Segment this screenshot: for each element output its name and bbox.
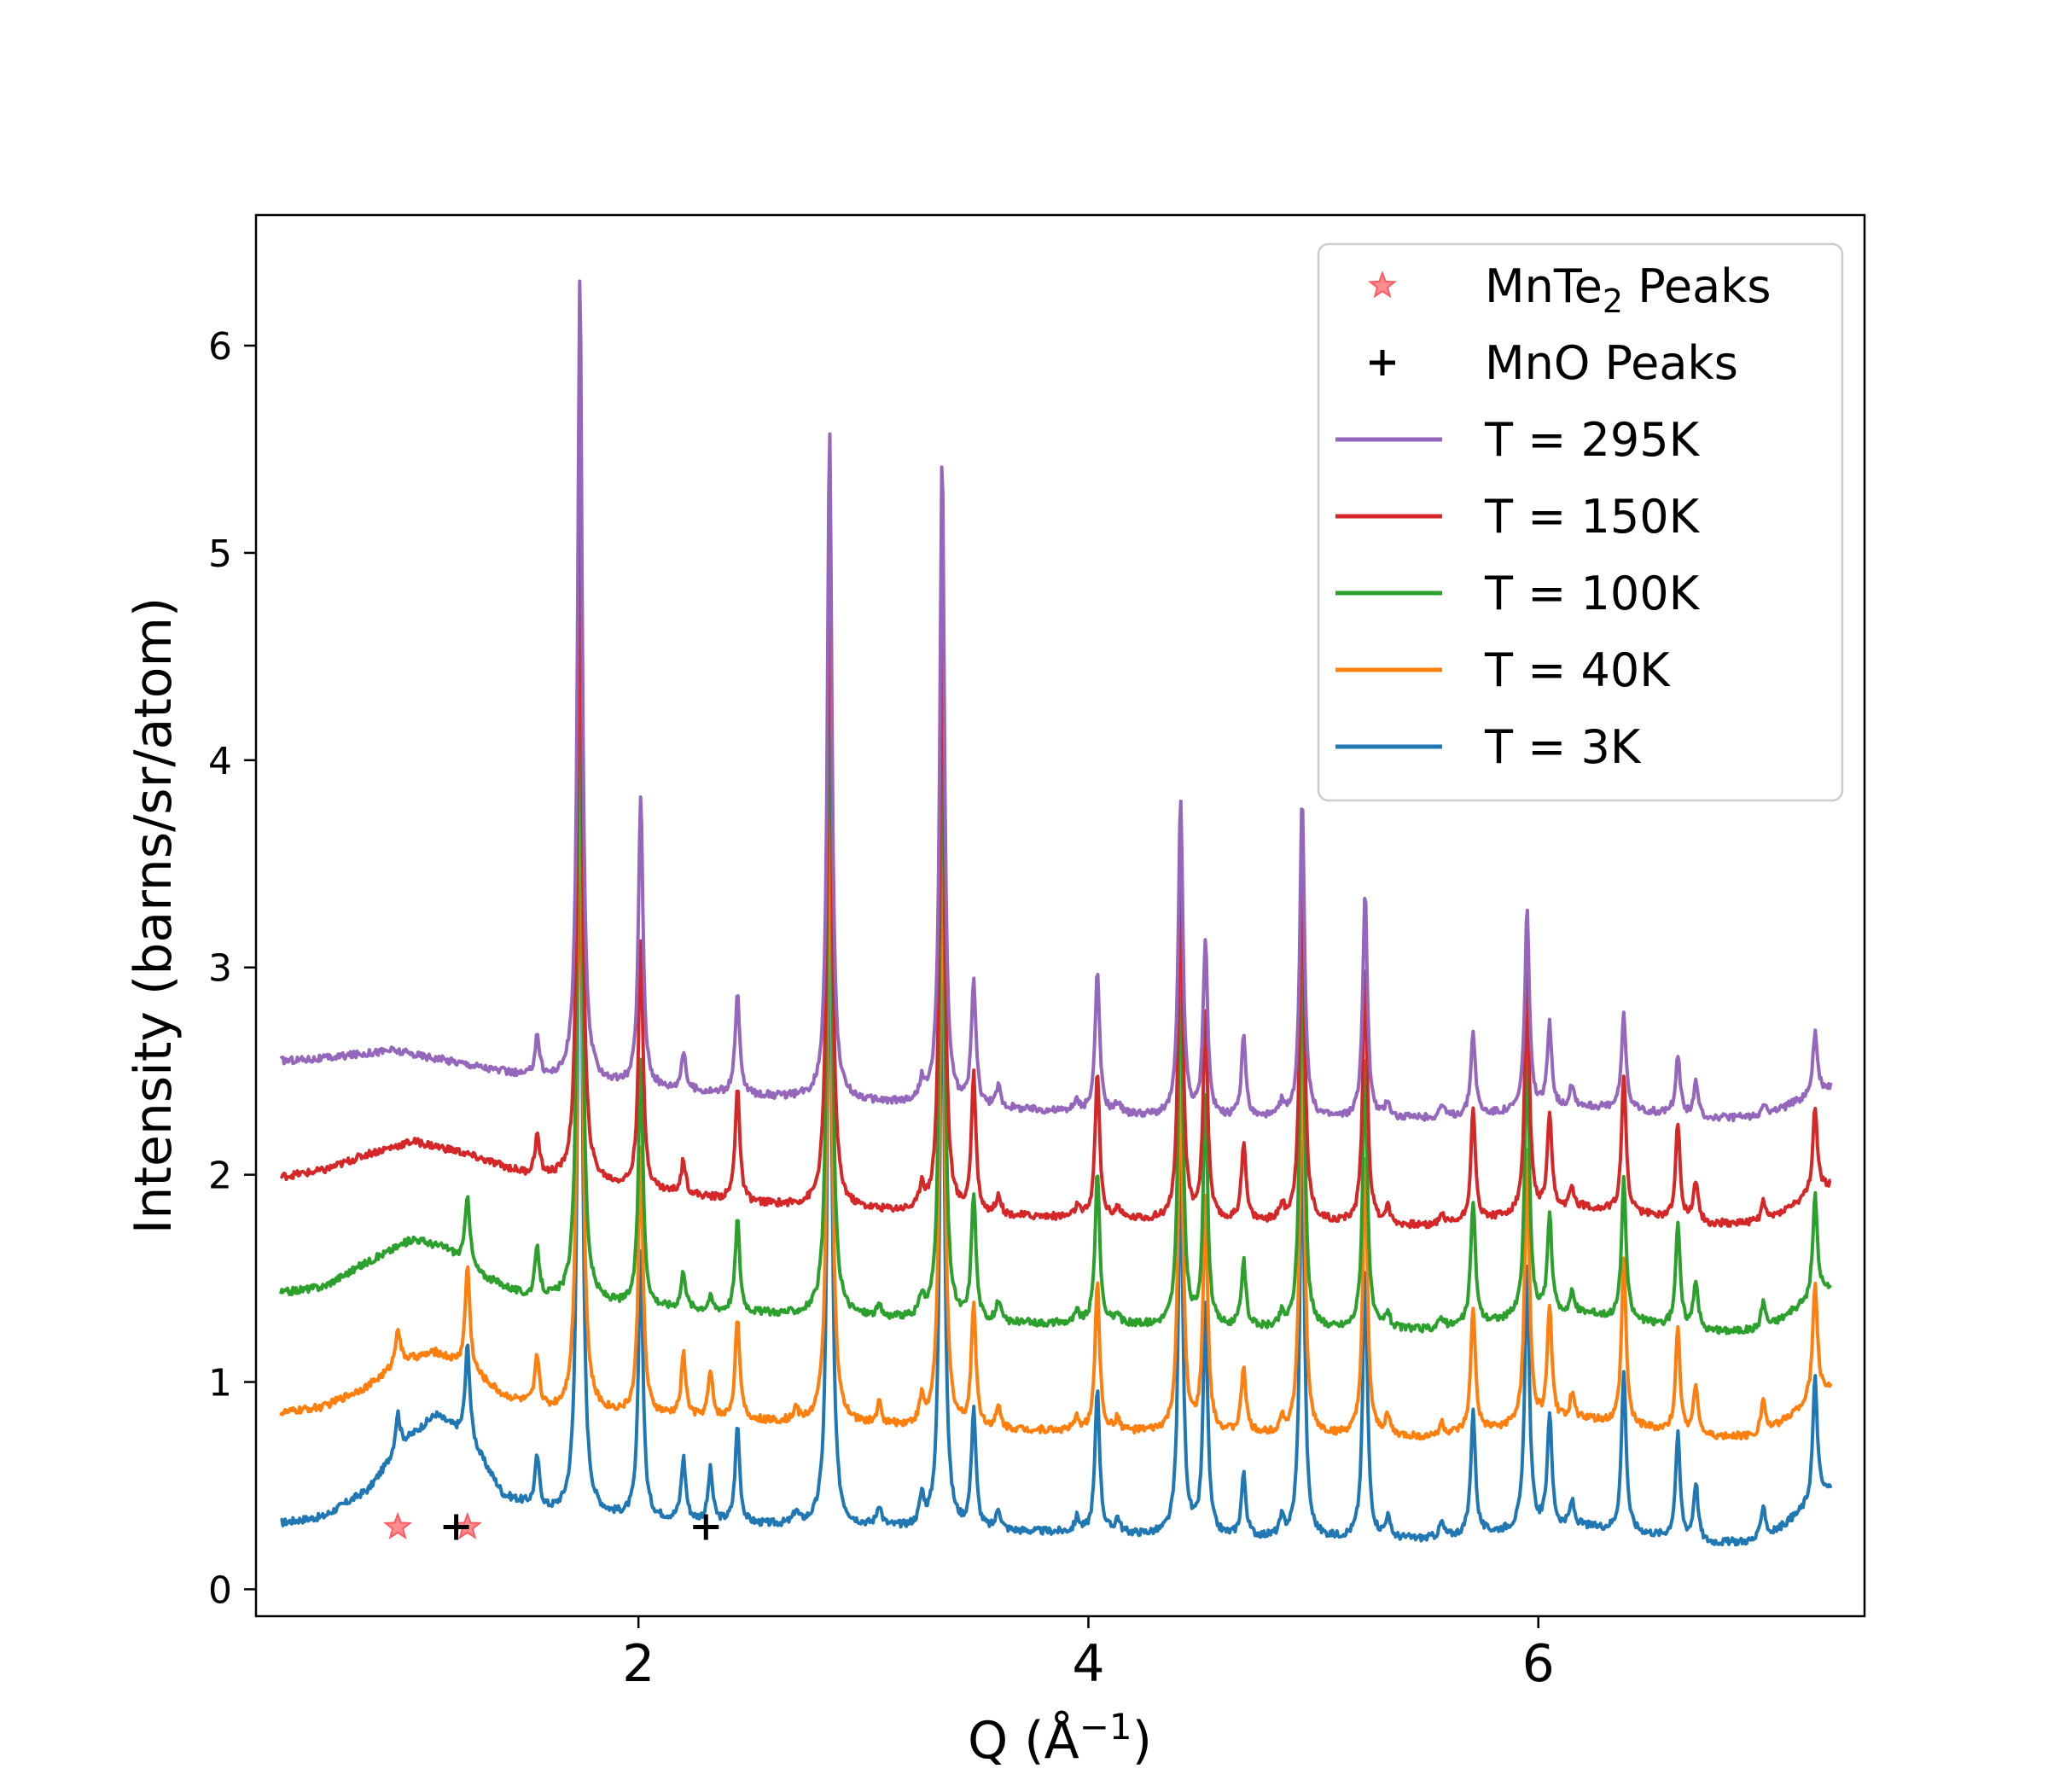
legend-t-40k-label: T = 40K: [1484, 643, 1671, 697]
legend-t-3k-label: T = 3K: [1484, 720, 1642, 774]
legend-t-295k-label: T = 295K: [1484, 413, 1701, 467]
legend-mno-label: MnO Peaks: [1485, 336, 1738, 390]
series-line-t-40k: [279, 651, 1833, 1441]
series-layer: [279, 279, 1833, 1547]
plot-area: [254, 213, 1866, 1618]
x-axis-ticks: 2 4 6: [622, 1616, 1555, 1694]
x-axis-label: Q (Å−1): [968, 1706, 1152, 1771]
mno-peak-marker-2: [693, 1514, 719, 1540]
marker-layer: [383, 1511, 719, 1540]
x-tick-label: 2: [622, 1634, 655, 1694]
series-line-t-100k: [279, 561, 1833, 1335]
legend-mno-marker: [1370, 350, 1395, 375]
y-tick-label: 3: [208, 947, 232, 991]
mno-peak-marker-1: [443, 1514, 469, 1540]
y-tick-label: 2: [208, 1155, 232, 1198]
mnte2-peak-marker-1: [383, 1511, 413, 1539]
legend-entries: MnTe2 Peaks MnO Peaks T = 295K T = 150K T = …: [1335, 259, 1772, 774]
y-axis-ticks: 0 1 2 3 4 5 6: [208, 325, 256, 1612]
legend: MnTe2 Peaks MnO Peaks T = 295K T = 150K T = …: [1317, 242, 1844, 802]
series-line-t-3k: [280, 733, 1833, 1547]
y-tick-label: 5: [208, 532, 232, 576]
legend-mnte2-label: MnTe2 Peaks: [1485, 259, 1772, 320]
series-line-t-295k: [279, 279, 1833, 1123]
y-axis-label: Intensity (barns/sr/atom): [124, 597, 183, 1235]
legend-t-150k-label: T = 150K: [1484, 490, 1701, 544]
x-tick-label: 4: [1072, 1634, 1104, 1694]
axes-frame: [254, 213, 1866, 1618]
legend-t-100k-label: T = 100K: [1484, 567, 1701, 620]
legend-frame: [1317, 242, 1844, 802]
y-tick-label: 0: [208, 1568, 232, 1612]
y-tick-label: 1: [208, 1362, 232, 1405]
y-tick-label: 4: [208, 740, 232, 783]
series-line-t-150k: [279, 451, 1832, 1230]
y-tick-label: 6: [208, 325, 232, 369]
x-tick-label: 6: [1522, 1634, 1555, 1694]
legend-mnte2-marker: [1367, 271, 1398, 299]
